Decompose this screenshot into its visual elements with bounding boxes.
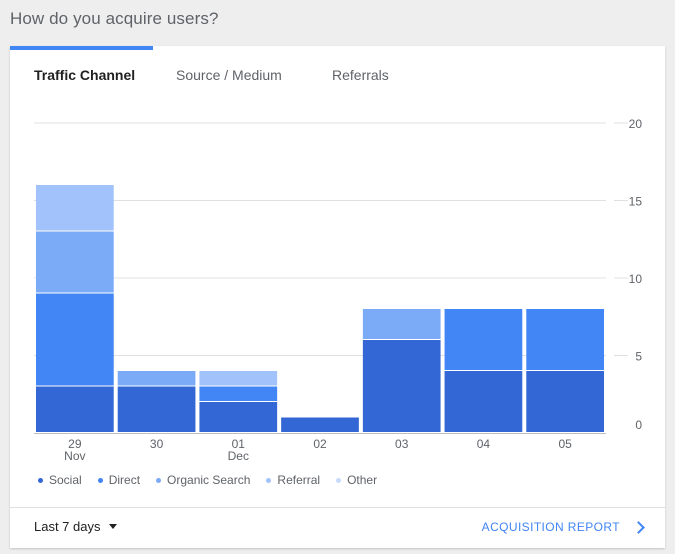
- legend-label: Referral: [277, 473, 321, 487]
- y-tick-label: 5: [635, 350, 642, 364]
- legend-item-direct: Direct: [97, 473, 141, 487]
- bar-segment-social: [444, 371, 523, 432]
- bar-segment-social: [117, 386, 196, 432]
- date-range-dropdown[interactable]: Last 7 days: [34, 519, 117, 534]
- legend-dot-icon: [156, 477, 162, 483]
- legend-label: Other: [347, 473, 378, 487]
- chart-legend: Social Direct Organic Search Referral Other: [38, 472, 393, 488]
- legend-item-referral: Referral: [266, 473, 320, 487]
- acquisition-report-label: ACQUISITION REPORT: [481, 520, 620, 534]
- x-tick-label: 01: [232, 437, 246, 451]
- legend-dot-icon: [336, 477, 342, 483]
- traffic-channel-chart: 0 5 10 15 20 29 Nov 30 01 Dec 02 03 04 05: [10, 46, 665, 476]
- card-footer: Last 7 days ACQUISITION REPORT: [10, 507, 665, 549]
- bar-segment-organic-search: [362, 309, 441, 339]
- legend-item-other: Other: [336, 473, 377, 487]
- x-tick-label: 04: [477, 437, 491, 451]
- page-title: How do you acquire users?: [10, 9, 219, 28]
- legend-label: Organic Search: [167, 473, 251, 487]
- chevron-right-icon: [632, 520, 645, 534]
- bar-segment-organic-search: [117, 371, 196, 386]
- legend-dot-icon: [38, 477, 43, 483]
- tab-source-medium[interactable]: Source / Medium: [176, 67, 282, 83]
- bar-segment-social: [526, 371, 604, 432]
- x-tick-label: 05: [558, 437, 572, 451]
- bar-segment-social: [281, 417, 359, 432]
- tab-bar: Traffic Channel Source / Medium Referral…: [10, 50, 665, 100]
- bar-segment-direct: [199, 386, 278, 401]
- y-tick-label: 15: [629, 195, 643, 209]
- bar-segment-direct: [526, 309, 604, 370]
- date-range-label: Last 7 days: [34, 519, 101, 534]
- x-tick-label: 02: [313, 437, 327, 451]
- bar-segment-social: [362, 340, 441, 432]
- active-tab-indicator: [10, 46, 153, 50]
- legend-item-organic-search: Organic Search: [156, 473, 250, 487]
- bar-segment-social: [36, 386, 114, 432]
- tab-traffic-channel[interactable]: Traffic Channel: [34, 67, 136, 83]
- legend-dot-icon: [97, 477, 103, 483]
- acquisition-report-link[interactable]: ACQUISITION REPORT: [481, 520, 645, 534]
- bar-segment-referral: [199, 371, 278, 386]
- legend-item-social: Social: [38, 473, 82, 487]
- y-tick-label: 10: [629, 272, 643, 286]
- legend-dot-icon: [266, 477, 272, 483]
- legend-label: Direct: [108, 473, 141, 487]
- bar-segment-direct: [444, 309, 523, 370]
- caret-down-icon: [108, 524, 117, 529]
- legend-label: Social: [49, 473, 82, 487]
- x-tick-label: 30: [150, 437, 164, 451]
- x-tick-label: Dec: [228, 449, 249, 463]
- bar-segment-referral: [36, 185, 114, 231]
- y-tick-label: 0: [635, 418, 642, 432]
- tab-referrals[interactable]: Referrals: [332, 67, 389, 83]
- x-tick-label: 03: [395, 437, 409, 451]
- bar-segment-social: [199, 402, 278, 432]
- bar-segment-direct: [36, 293, 114, 386]
- x-tick-label: 29: [68, 437, 82, 451]
- x-tick-label: Nov: [64, 449, 85, 463]
- acquisition-card: Traffic Channel Source / Medium Referral…: [10, 46, 665, 548]
- y-tick-label: 20: [629, 117, 643, 131]
- bar-segment-organic-search: [36, 231, 114, 293]
